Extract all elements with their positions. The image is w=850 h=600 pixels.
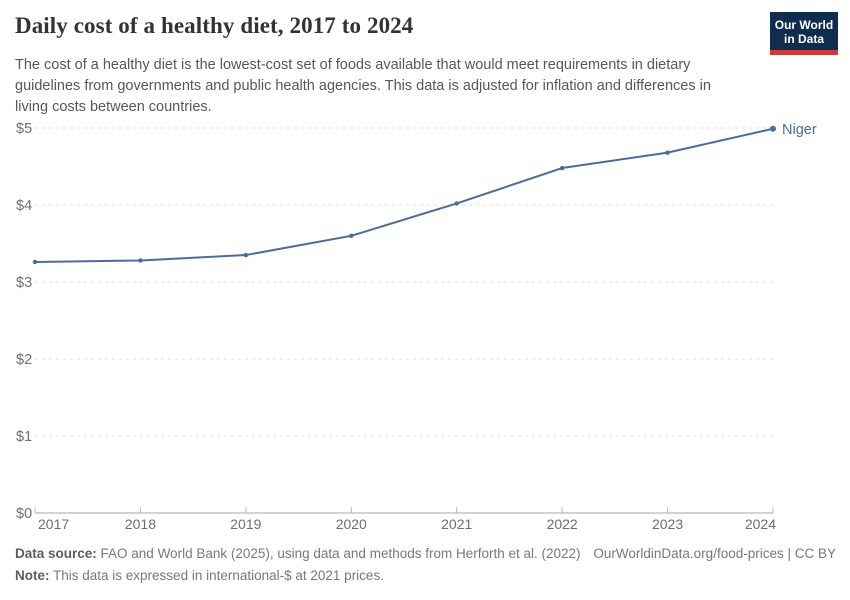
- data-source: Data source: FAO and World Bank (2025), …: [15, 543, 581, 565]
- data-source-text: FAO and World Bank (2025), using data an…: [96, 546, 581, 561]
- series-end-label-niger[interactable]: Niger: [782, 122, 817, 138]
- data-point-2018[interactable]: [138, 258, 143, 263]
- data-point-2024[interactable]: [770, 125, 776, 132]
- chart-title: Daily cost of a healthy diet, 2017 to 20…: [15, 13, 414, 38]
- series-line-niger[interactable]: [34, 127, 774, 263]
- note-text: This data is expressed in international-…: [49, 568, 384, 583]
- data-point-2022[interactable]: [559, 165, 565, 171]
- data-point-2017[interactable]: [32, 259, 38, 265]
- data-point-2020[interactable]: [349, 233, 354, 238]
- note-label: Note:: [15, 568, 50, 583]
- x-axis-label-2023: 2023: [652, 516, 683, 532]
- note: Note: This data is expressed in internat…: [15, 565, 384, 587]
- x-axis-label-2017: 2017: [38, 516, 69, 532]
- data-point-2021[interactable]: [454, 201, 459, 206]
- y-axis-label-5: $5: [16, 121, 32, 137]
- x-axis-label-2020: 2020: [336, 516, 367, 532]
- y-axis-label-1: $1: [16, 429, 32, 445]
- x-axis-label-2018: 2018: [125, 516, 156, 532]
- chart-subtitle: The cost of a healthy diet is the lowest…: [15, 55, 755, 118]
- owid-logo-line-1: Our World: [774, 18, 834, 32]
- y-axis-label-2: $2: [16, 352, 32, 368]
- x-axis-label-2024: 2024: [745, 516, 776, 532]
- citation-link[interactable]: OurWorldinData.org/food-prices | CC BY: [593, 546, 836, 561]
- x-axis-label-2022: 2022: [547, 516, 578, 532]
- y-axis-label-4: $4: [16, 198, 32, 214]
- y-axis-label-3: $3: [16, 275, 32, 291]
- data-source-label: Data source:: [15, 546, 97, 561]
- x-axis-label-2019: 2019: [230, 516, 261, 532]
- chart-footer: Data source: FAO and World Bank (2025), …: [15, 543, 836, 587]
- x-axis-label-2021: 2021: [441, 516, 472, 532]
- data-point-2023[interactable]: [665, 150, 670, 155]
- data-point-2019[interactable]: [243, 252, 249, 258]
- owid-logo[interactable]: Our World in Data: [770, 12, 838, 55]
- owid-logo-line-2: in Data: [783, 32, 824, 46]
- subtitle-line-3: living costs between countries.: [15, 99, 212, 115]
- subtitle-line-1: The cost of a healthy diet is the lowest…: [15, 57, 691, 73]
- subtitle-line-2: guidelines from governments and public h…: [15, 78, 711, 94]
- y-axis-label-0: $0: [16, 506, 32, 522]
